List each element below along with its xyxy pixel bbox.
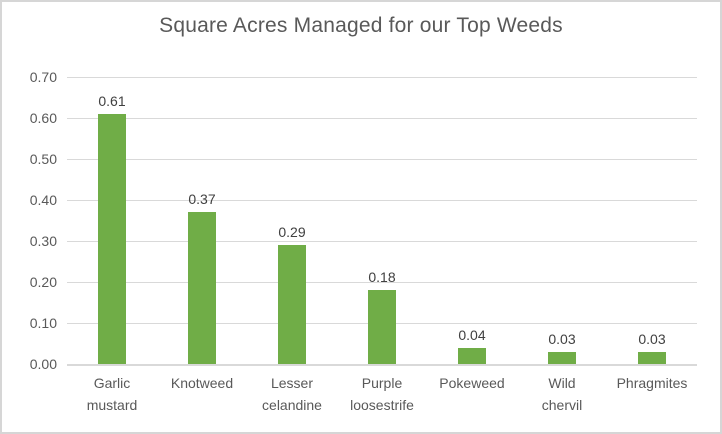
y-axis-tick-label: 0.10 <box>29 315 57 331</box>
x-axis-category-label: Purple loosestrife <box>350 375 414 413</box>
y-axis-tick-label: 0.20 <box>29 274 57 290</box>
x-axis-category-label: Knotweed <box>170 375 234 391</box>
gridline <box>67 77 697 78</box>
gridline <box>67 118 697 119</box>
bar-data-label: 0.03 <box>548 330 576 347</box>
gridline <box>67 200 697 201</box>
gridline <box>67 282 697 283</box>
bar-data-label: 0.18 <box>368 269 396 286</box>
bar-data-label: 0.29 <box>278 224 306 241</box>
plot-area: 0.61 0.37 0.29 0.18 0.04 0.03 0.03 <box>67 77 697 366</box>
y-axis-tick-label: 0.00 <box>29 356 57 372</box>
x-axis-category-label: Garlic mustard <box>86 375 138 413</box>
bar-data-label: 0.04 <box>458 326 486 343</box>
bar <box>188 212 216 364</box>
y-axis-tick-label: 0.30 <box>29 233 57 249</box>
gridline <box>67 159 697 160</box>
y-axis-tick-label: 0.50 <box>29 151 57 167</box>
bar <box>98 113 126 364</box>
bar <box>368 290 396 364</box>
bar-data-label: 0.61 <box>98 92 126 109</box>
x-axis-category-label: Lesser celandine <box>262 375 322 413</box>
gridline <box>67 241 697 242</box>
bar <box>278 245 306 364</box>
bar <box>458 347 486 364</box>
bar-data-label: 0.03 <box>638 330 666 347</box>
bar <box>638 351 666 364</box>
y-axis-tick-label: 0.70 <box>29 69 57 85</box>
y-axis-tick-labels: 0.00 0.10 0.20 0.30 0.40 0.50 0.60 0.70 <box>2 69 57 372</box>
y-axis-tick-label: 0.60 <box>29 110 57 126</box>
bar <box>548 351 576 364</box>
x-axis-category-label: Pokeweed <box>439 375 505 391</box>
x-axis-category-label: Phragmites <box>616 375 688 391</box>
chart-title: Square Acres Managed for our Top Weeds <box>159 14 563 37</box>
y-axis-tick-label: 0.40 <box>29 192 57 208</box>
x-axis-category-label: Wild chervil <box>541 375 583 413</box>
bar-data-label: 0.37 <box>188 191 216 208</box>
